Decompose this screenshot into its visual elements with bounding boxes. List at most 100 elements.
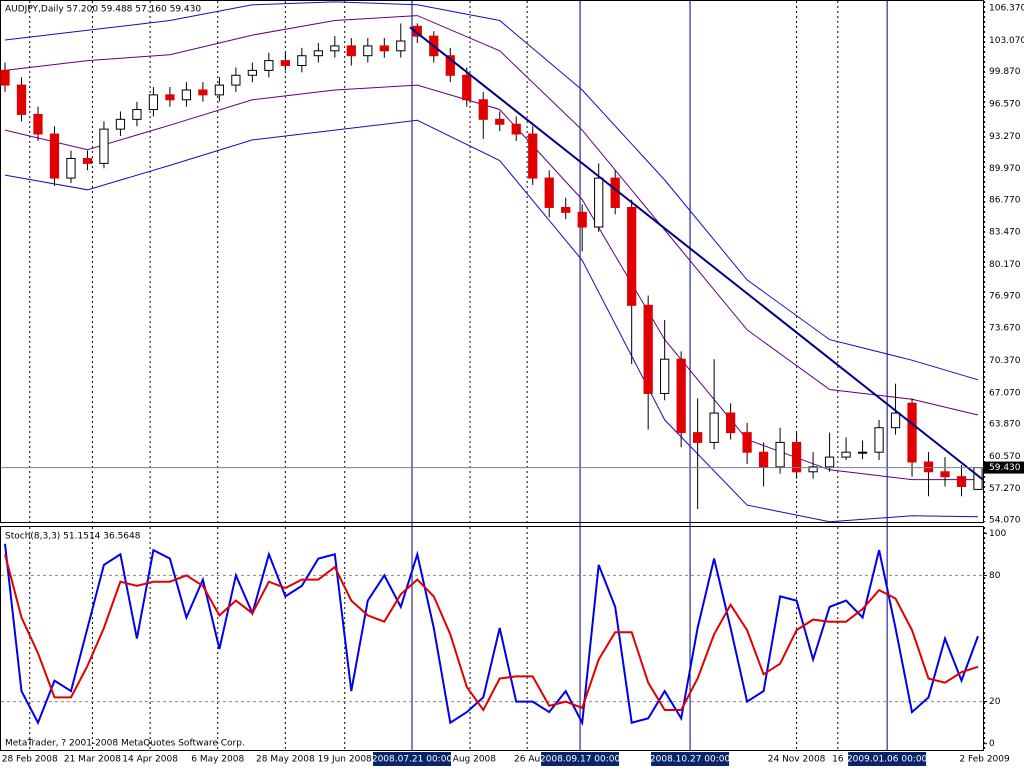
candle-body bbox=[528, 133, 538, 179]
envelope-band bbox=[4, 1, 979, 381]
candle-body bbox=[313, 50, 323, 57]
candle-body bbox=[940, 471, 950, 478]
candle-body bbox=[214, 84, 225, 96]
candle-body bbox=[857, 451, 868, 454]
candle-body bbox=[923, 461, 934, 473]
stoch-panel bbox=[0, 526, 984, 751]
candle-body bbox=[16, 84, 27, 115]
y-tick-label: 96.570 bbox=[989, 99, 1021, 109]
candle-body bbox=[874, 427, 884, 453]
candle-body bbox=[33, 113, 43, 135]
x-tick-label: 4 Aug 2008 bbox=[444, 755, 496, 765]
x-tick-label: 24 Nov 2008 bbox=[768, 755, 826, 765]
candle-body bbox=[495, 118, 505, 125]
y-tick-label: 54.070 bbox=[989, 516, 1021, 526]
candle-body bbox=[280, 60, 290, 66]
trendline bbox=[409, 26, 984, 481]
x-tick-label: 21 Mar 2008 bbox=[64, 755, 121, 765]
candle-body bbox=[330, 45, 340, 52]
candle-body bbox=[247, 69, 257, 76]
envelope-band bbox=[4, 15, 979, 416]
vline-label: 2008.10.27 00:00 bbox=[650, 755, 731, 765]
candle-body bbox=[412, 25, 422, 37]
candle-body bbox=[445, 55, 455, 76]
candle-body bbox=[231, 74, 241, 86]
x-tick-label: 26 Au bbox=[514, 755, 540, 765]
y-tick-label: 76.970 bbox=[989, 291, 1021, 301]
y-tick-label: 70.370 bbox=[989, 356, 1021, 366]
candle-body bbox=[511, 123, 521, 135]
candle-body bbox=[709, 412, 719, 443]
candle-body bbox=[676, 358, 686, 434]
stoch-line bbox=[4, 554, 979, 712]
y-tick-label: 60.570 bbox=[989, 452, 1021, 462]
candle-body bbox=[808, 466, 818, 473]
stoch-line bbox=[4, 543, 979, 727]
y-tick-label: 57.270 bbox=[989, 484, 1021, 494]
copyright: MetaTrader, ? 2001-2008 MetaQuotes Softw… bbox=[5, 739, 245, 749]
candle-body bbox=[561, 206, 571, 213]
candle-body bbox=[841, 451, 851, 458]
stoch-y-tick-label: 0 bbox=[989, 739, 995, 749]
candle-body bbox=[824, 456, 835, 468]
candle-body bbox=[363, 45, 373, 57]
candle-body bbox=[66, 157, 76, 179]
vline-label-box bbox=[651, 752, 730, 766]
candle-body bbox=[907, 402, 917, 463]
candle-body bbox=[478, 99, 488, 120]
envelope-band bbox=[4, 119, 979, 523]
candle-body bbox=[890, 412, 901, 429]
vline-label: 2009.01.06 00:00 bbox=[847, 755, 928, 765]
chart-title: AUDJPY,Daily 57.200 59.488 57.160 59.430 bbox=[5, 5, 201, 15]
x-tick-label: 19 Jun 2008 bbox=[318, 755, 372, 765]
y-tick-label: 80.170 bbox=[989, 260, 1021, 270]
y-tick-label: 103.070 bbox=[989, 36, 1024, 46]
candle-body bbox=[264, 60, 274, 71]
candle-body bbox=[775, 441, 785, 468]
marks-layer bbox=[0, 1, 984, 727]
x-tick-label: 28 May 2008 bbox=[256, 755, 315, 765]
x-tick-label: 6 May 2008 bbox=[191, 755, 244, 765]
candle-body bbox=[396, 40, 406, 52]
candle-body bbox=[181, 89, 192, 101]
candle-body bbox=[49, 133, 60, 179]
price-panel bbox=[0, 0, 984, 523]
vline-label: 2008.09.17 00:00 bbox=[540, 755, 621, 765]
vline-label: 2008.07.21 00:00 bbox=[372, 755, 453, 765]
y-tick-label: 89.970 bbox=[989, 164, 1021, 174]
stoch-title: Stoch(8,3,3) 51.1514 36.5648 bbox=[5, 532, 141, 542]
candle-body bbox=[544, 177, 554, 208]
candle-body bbox=[726, 412, 736, 434]
candle-body bbox=[462, 74, 472, 101]
stoch-y-tick-label: 80 bbox=[989, 571, 1001, 581]
x-tick-label: 14 Apr 2008 bbox=[122, 755, 178, 765]
candle-body bbox=[82, 157, 93, 164]
vline-label-box bbox=[541, 752, 620, 766]
candle-body bbox=[165, 94, 175, 101]
price-label: 59.430 bbox=[989, 463, 1021, 473]
candle-body bbox=[956, 476, 967, 487]
candle-body bbox=[594, 177, 604, 228]
x-tick-label: 16 bbox=[832, 755, 844, 765]
x-tick-label: 2 Feb 2009 bbox=[959, 755, 1010, 765]
y-tick-label: 83.470 bbox=[989, 228, 1021, 238]
stoch-y-tick-label: 20 bbox=[989, 697, 1001, 707]
y-tick-label: 93.270 bbox=[989, 132, 1021, 142]
y-tick-label: 63.870 bbox=[989, 420, 1021, 430]
x-tick-label: 28 Feb 2008 bbox=[2, 755, 58, 765]
candle-body bbox=[643, 304, 653, 394]
candle-body bbox=[791, 441, 802, 473]
candle-body bbox=[99, 128, 109, 164]
candle-body bbox=[577, 211, 587, 228]
candle-body bbox=[0, 69, 10, 86]
candle-body bbox=[148, 94, 159, 111]
candle-body bbox=[627, 206, 637, 306]
candle-body bbox=[346, 45, 356, 57]
candle-body bbox=[132, 109, 142, 120]
vline-label-box bbox=[373, 752, 452, 766]
price-label-box bbox=[984, 461, 1024, 474]
labels-layer: 106.370 103.070 99.870 96.570 93.270 89.970 86… bbox=[2, 4, 1024, 766]
y-tick-label: 86.770 bbox=[989, 195, 1021, 205]
candle-body bbox=[198, 89, 208, 96]
